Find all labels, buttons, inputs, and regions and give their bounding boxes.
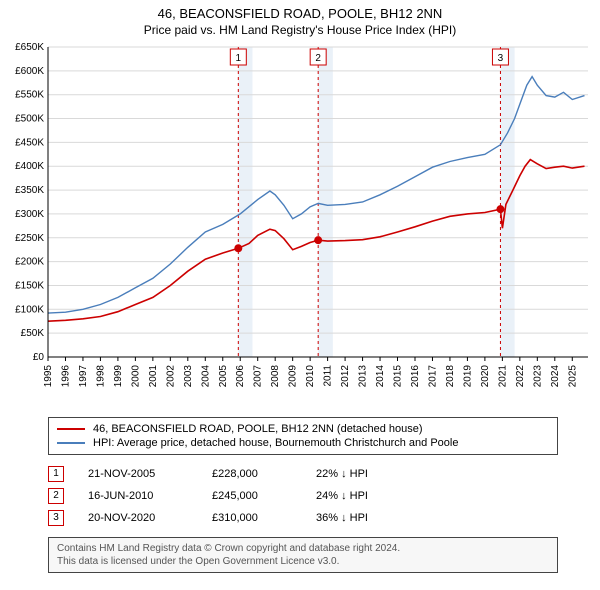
sale-price: £310,000 [212, 512, 292, 524]
sale-date: 21-NOV-2005 [88, 468, 188, 480]
sale-flag-icon: 3 [48, 510, 64, 526]
sale-flag-number: 3 [53, 513, 59, 523]
attribution-line: This data is licensed under the Open Gov… [57, 555, 549, 568]
svg-text:£600K: £600K [15, 66, 44, 77]
svg-text:1997: 1997 [78, 365, 89, 388]
sale-date: 20-NOV-2020 [88, 512, 188, 524]
attribution-box: Contains HM Land Registry data © Crown c… [48, 537, 558, 573]
svg-text:2013: 2013 [358, 365, 369, 388]
svg-text:2019: 2019 [462, 365, 473, 388]
svg-text:£550K: £550K [15, 90, 44, 101]
svg-text:2016: 2016 [410, 365, 421, 388]
chart-title-subtitle: Price paid vs. HM Land Registry's House … [0, 23, 600, 37]
svg-text:2012: 2012 [340, 365, 351, 388]
svg-text:2021: 2021 [497, 365, 508, 388]
svg-text:2002: 2002 [165, 365, 176, 388]
svg-text:2017: 2017 [427, 365, 438, 388]
legend-item: HPI: Average price, detached house, Bour… [57, 436, 549, 450]
legend-label: HPI: Average price, detached house, Bour… [93, 437, 458, 449]
sale-hpi-diff: 24% ↓ HPI [316, 490, 368, 502]
svg-text:£300K: £300K [15, 209, 44, 220]
sale-note-row: 2 16-JUN-2010 £245,000 24% ↓ HPI [48, 485, 558, 507]
svg-text:3: 3 [498, 53, 504, 64]
chart-svg: £0 £50K £100K £150K £200K £250K £300K £350K £400… [0, 41, 600, 411]
svg-text:2011: 2011 [323, 365, 334, 387]
svg-text:2025: 2025 [567, 365, 578, 388]
svg-text:£250K: £250K [15, 233, 44, 244]
svg-text:1999: 1999 [113, 365, 124, 388]
chart-plot-area: £0 £50K £100K £150K £200K £250K £300K £350K £400… [0, 41, 600, 411]
svg-text:£500K: £500K [15, 114, 44, 125]
svg-text:2: 2 [315, 53, 321, 64]
sale-price: £245,000 [212, 490, 292, 502]
svg-text:2015: 2015 [393, 365, 404, 388]
svg-text:2009: 2009 [288, 365, 299, 388]
svg-text:2014: 2014 [375, 365, 386, 388]
sale-note-row: 3 20-NOV-2020 £310,000 36% ↓ HPI [48, 507, 558, 529]
sale-note-row: 1 21-NOV-2005 £228,000 22% ↓ HPI [48, 463, 558, 485]
sale-hpi-diff: 36% ↓ HPI [316, 512, 368, 524]
svg-text:2024: 2024 [550, 365, 561, 388]
svg-text:£150K: £150K [15, 280, 44, 291]
chart-titles: 46, BEACONSFIELD ROAD, POOLE, BH12 2NN P… [0, 0, 600, 41]
sale-hpi-diff: 22% ↓ HPI [316, 468, 368, 480]
attribution-line: Contains HM Land Registry data © Crown c… [57, 542, 549, 555]
svg-text:2008: 2008 [270, 365, 281, 388]
svg-text:2006: 2006 [235, 365, 246, 388]
svg-text:2005: 2005 [218, 365, 229, 388]
svg-text:2003: 2003 [183, 365, 194, 388]
svg-text:1998: 1998 [95, 365, 106, 388]
svg-text:£0: £0 [33, 352, 45, 363]
svg-text:1995: 1995 [43, 365, 54, 388]
sale-notes: 1 21-NOV-2005 £228,000 22% ↓ HPI 2 16-JU… [48, 463, 558, 529]
sale-flag-icon: 2 [48, 488, 64, 504]
svg-text:£100K: £100K [15, 304, 44, 315]
svg-text:£650K: £650K [15, 42, 44, 53]
legend-box: 46, BEACONSFIELD ROAD, POOLE, BH12 2NN (… [48, 417, 558, 455]
svg-text:1: 1 [236, 53, 242, 64]
svg-text:2000: 2000 [130, 365, 141, 388]
legend-label: 46, BEACONSFIELD ROAD, POOLE, BH12 2NN (… [93, 423, 423, 435]
chart-title-address: 46, BEACONSFIELD ROAD, POOLE, BH12 2NN [0, 6, 600, 21]
svg-text:2018: 2018 [445, 365, 456, 388]
svg-text:2022: 2022 [515, 365, 526, 388]
svg-text:£400K: £400K [15, 161, 44, 172]
svg-text:2004: 2004 [200, 365, 211, 388]
svg-text:£450K: £450K [15, 137, 44, 148]
svg-text:2020: 2020 [480, 365, 491, 388]
svg-text:2023: 2023 [532, 365, 543, 388]
legend-swatch-hpi [57, 442, 85, 444]
legend-swatch-property [57, 428, 85, 430]
svg-text:2010: 2010 [305, 365, 316, 388]
svg-text:£50K: £50K [21, 328, 45, 339]
sale-flag-number: 2 [53, 491, 59, 501]
svg-text:2001: 2001 [148, 365, 159, 388]
figure-container: 46, BEACONSFIELD ROAD, POOLE, BH12 2NN P… [0, 0, 600, 573]
sale-flag-number: 1 [53, 469, 59, 479]
sale-flag-icon: 1 [48, 466, 64, 482]
svg-text:£350K: £350K [15, 185, 44, 196]
svg-text:1996: 1996 [60, 365, 71, 388]
sale-date: 16-JUN-2010 [88, 490, 188, 502]
svg-text:2007: 2007 [253, 365, 264, 388]
legend-item: 46, BEACONSFIELD ROAD, POOLE, BH12 2NN (… [57, 422, 549, 436]
svg-text:£200K: £200K [15, 257, 44, 268]
sale-price: £228,000 [212, 468, 292, 480]
